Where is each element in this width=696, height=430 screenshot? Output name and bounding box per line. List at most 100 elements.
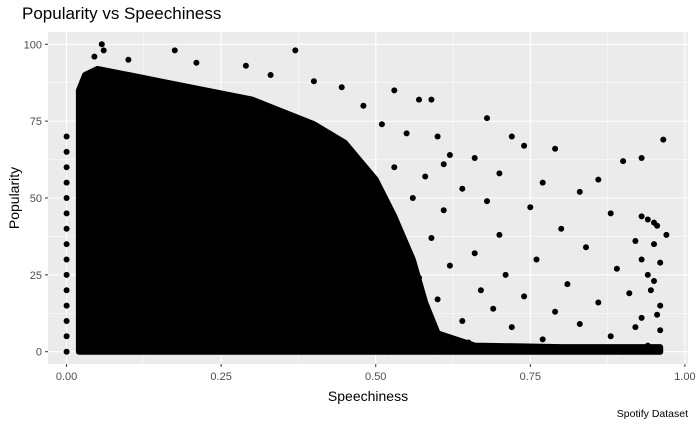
scatter-point	[440, 207, 447, 214]
scatter-point	[125, 56, 132, 63]
scatter-point	[638, 155, 645, 161]
scatter-point	[484, 198, 490, 205]
scatter-point	[416, 274, 422, 281]
scatter-point	[607, 333, 614, 340]
y-axis-title: Popularity	[6, 167, 22, 229]
x-tick-label: 0.00	[56, 371, 77, 383]
scatter-point	[527, 348, 534, 355]
scatter-point	[385, 348, 392, 355]
dense-cloud-shape	[75, 65, 664, 355]
scatter-point	[434, 296, 441, 303]
scatter-point	[292, 47, 299, 54]
scatter-point	[632, 324, 639, 331]
scatter-point	[651, 278, 657, 284]
scatter-point	[378, 121, 385, 128]
scatter-point	[539, 179, 546, 186]
scatter-point	[409, 195, 416, 201]
scatter-point	[589, 345, 596, 352]
scatter-point	[496, 170, 503, 177]
scatter-point	[638, 213, 645, 220]
scatter-point	[98, 41, 105, 48]
scatter-point	[397, 241, 404, 248]
scatter-point	[338, 84, 345, 91]
scatter-point	[558, 225, 565, 232]
scatter-point	[440, 161, 447, 168]
x-tick-label: 0.25	[210, 371, 231, 383]
scatter-point	[100, 47, 107, 54]
x-tick-label: 0.75	[520, 371, 541, 383]
scatter-point	[644, 216, 651, 223]
scatter-point	[171, 47, 178, 54]
scatter-point	[533, 256, 540, 263]
scatter-point	[459, 318, 466, 324]
scatter-point	[242, 62, 249, 69]
scatter-point	[527, 204, 534, 211]
scatter-point	[660, 136, 667, 143]
scatter-point	[638, 314, 645, 321]
x-tick-label: 1.00	[674, 371, 695, 383]
scatter-point	[484, 115, 490, 122]
scatter-point	[564, 281, 571, 288]
scatter-point	[428, 96, 435, 103]
scatter-point	[91, 53, 98, 60]
scatter-point	[63, 225, 70, 232]
scatter-point	[63, 241, 70, 248]
y-tick-label: 0	[36, 347, 42, 359]
y-tick-label: 50	[30, 193, 42, 205]
scatter-point	[428, 235, 435, 241]
scatter-point	[632, 238, 639, 244]
scatter-point	[502, 271, 509, 278]
scatter-point	[471, 250, 478, 257]
scatter-point	[539, 336, 546, 343]
scatter-point	[434, 133, 441, 140]
y-axis-ticks: 0 25 50 75 100	[24, 39, 48, 359]
scatter-point	[310, 78, 317, 85]
scatter-point	[607, 210, 614, 217]
scatter-point	[521, 293, 528, 300]
scatter-point	[63, 195, 70, 201]
scatter-point	[422, 173, 429, 180]
scatter-point	[620, 348, 627, 355]
scatter-point	[644, 342, 651, 349]
scatter-point	[626, 290, 633, 297]
scatter-point	[576, 321, 583, 327]
scatter-point	[521, 142, 528, 149]
scatter-point	[595, 176, 602, 183]
scatter-point	[552, 308, 559, 315]
y-tick-label: 75	[30, 116, 42, 128]
scatter-point	[193, 59, 200, 66]
scatter-point	[576, 188, 583, 195]
scatter-point	[391, 164, 398, 171]
scatter-point	[651, 241, 657, 248]
scatter-point	[267, 72, 274, 78]
scatter-point	[496, 345, 503, 352]
scatter-point	[657, 259, 664, 266]
scatter-point	[644, 271, 651, 278]
scatter-point	[403, 130, 410, 137]
scatter-point	[654, 311, 661, 318]
scatter-point	[391, 87, 398, 94]
scatter-point	[647, 287, 654, 294]
scatter-point	[508, 324, 515, 331]
scatter-point	[63, 302, 70, 309]
scatter-point	[496, 231, 503, 238]
scatter-point	[63, 256, 70, 263]
scatter-point	[620, 158, 627, 165]
scatter-point	[490, 305, 497, 312]
chart-title: Popularity vs Speechiness	[22, 4, 222, 23]
scatter-point	[508, 133, 515, 140]
scatter-point	[552, 145, 559, 152]
scatter-point	[63, 133, 70, 140]
scatter-point	[465, 339, 472, 346]
scatter-point	[638, 256, 645, 263]
scatter-point	[63, 318, 70, 324]
scatter-point	[63, 271, 70, 278]
scatter-point	[63, 287, 70, 294]
scatter-point	[654, 222, 661, 229]
scatter-point	[477, 287, 484, 294]
scatter-point	[63, 210, 70, 217]
scatter-point	[657, 327, 664, 334]
x-axis-title: Speechiness	[328, 388, 408, 404]
y-tick-label: 100	[24, 39, 42, 51]
